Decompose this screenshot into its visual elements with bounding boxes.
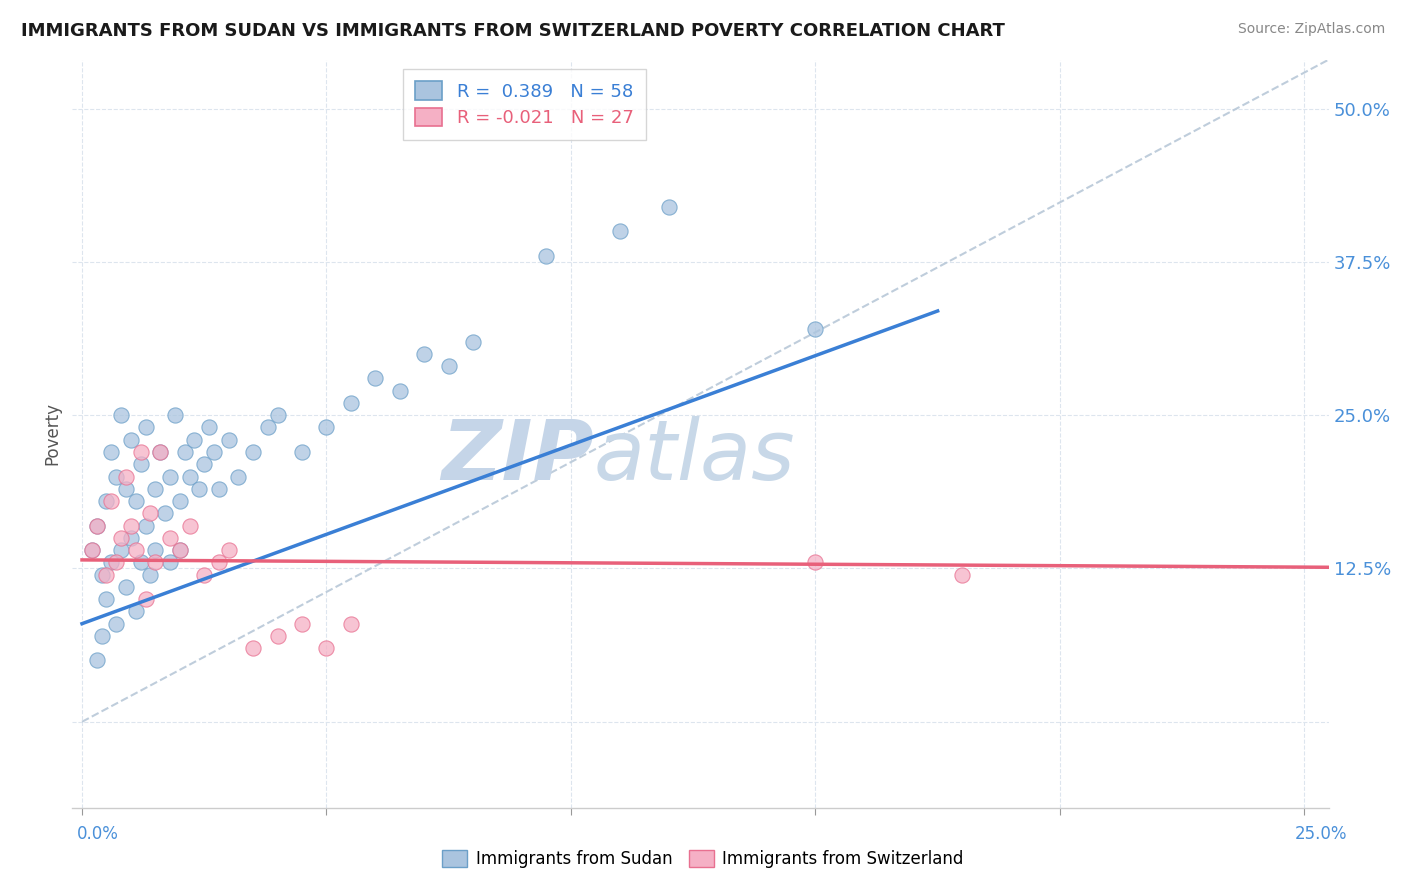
Point — [90, 567, 112, 582]
Point — [463, 334, 485, 349]
Point — [437, 359, 460, 373]
Point — [208, 555, 231, 569]
Point — [139, 506, 162, 520]
Point — [159, 469, 181, 483]
Point — [179, 469, 201, 483]
Point — [242, 445, 264, 459]
Point — [135, 592, 157, 607]
Text: Source: ZipAtlas.com: Source: ZipAtlas.com — [1237, 22, 1385, 37]
Point — [163, 408, 186, 422]
Point — [96, 592, 118, 607]
Point — [96, 567, 118, 582]
Legend: Immigrants from Sudan, Immigrants from Switzerland: Immigrants from Sudan, Immigrants from S… — [436, 843, 970, 875]
Point — [115, 580, 138, 594]
Point — [950, 567, 973, 582]
Point — [179, 518, 201, 533]
Point — [80, 543, 103, 558]
Text: atlas: atlas — [593, 416, 796, 497]
Point — [266, 408, 288, 422]
Text: IMMIGRANTS FROM SUDAN VS IMMIGRANTS FROM SWITZERLAND POVERTY CORRELATION CHART: IMMIGRANTS FROM SUDAN VS IMMIGRANTS FROM… — [21, 22, 1005, 40]
Point — [139, 567, 162, 582]
Point — [90, 629, 112, 643]
Point — [218, 433, 240, 447]
Point — [193, 567, 215, 582]
Point — [804, 555, 827, 569]
Point — [129, 555, 152, 569]
Point — [266, 629, 288, 643]
Point — [315, 420, 337, 434]
Point — [110, 408, 132, 422]
Point — [609, 224, 631, 238]
Point — [125, 604, 148, 618]
Point — [256, 420, 278, 434]
Point — [100, 494, 122, 508]
Point — [242, 641, 264, 656]
Point — [143, 555, 166, 569]
Point — [159, 531, 181, 545]
Text: 0.0%: 0.0% — [77, 825, 120, 843]
Point — [96, 494, 118, 508]
Point — [120, 433, 142, 447]
Point — [169, 543, 191, 558]
Point — [188, 482, 211, 496]
Point — [80, 543, 103, 558]
Point — [110, 531, 132, 545]
Point — [364, 371, 387, 385]
Point — [115, 469, 138, 483]
Point — [115, 482, 138, 496]
Point — [100, 445, 122, 459]
Point — [291, 616, 314, 631]
Point — [86, 518, 108, 533]
Point — [159, 555, 181, 569]
Point — [129, 457, 152, 471]
Point — [208, 482, 231, 496]
Point — [149, 445, 172, 459]
Text: 25.0%: 25.0% — [1295, 825, 1347, 843]
Point — [120, 531, 142, 545]
Point — [536, 249, 558, 263]
Point — [413, 347, 436, 361]
Point — [169, 494, 191, 508]
Point — [149, 445, 172, 459]
Point — [193, 457, 215, 471]
Point — [173, 445, 195, 459]
Point — [125, 543, 148, 558]
Point — [105, 555, 128, 569]
Point — [388, 384, 411, 398]
Point — [135, 420, 157, 434]
Point — [340, 396, 363, 410]
Point — [105, 616, 128, 631]
Point — [100, 555, 122, 569]
Point — [86, 518, 108, 533]
Point — [198, 420, 221, 434]
Point — [86, 653, 108, 667]
Point — [202, 445, 225, 459]
Point — [153, 506, 176, 520]
Point — [135, 518, 157, 533]
Point — [658, 200, 681, 214]
Legend: R =  0.389   N = 58, R = -0.021   N = 27: R = 0.389 N = 58, R = -0.021 N = 27 — [402, 69, 647, 140]
Point — [291, 445, 314, 459]
Point — [183, 433, 205, 447]
Point — [105, 469, 128, 483]
Point — [129, 445, 152, 459]
Point — [315, 641, 337, 656]
Y-axis label: Poverty: Poverty — [44, 402, 60, 465]
Text: ZIP: ZIP — [441, 416, 593, 497]
Point — [169, 543, 191, 558]
Point — [143, 543, 166, 558]
Point — [804, 322, 827, 336]
Point — [340, 616, 363, 631]
Point — [110, 543, 132, 558]
Point — [143, 482, 166, 496]
Point — [125, 494, 148, 508]
Point — [120, 518, 142, 533]
Point — [228, 469, 250, 483]
Point — [218, 543, 240, 558]
